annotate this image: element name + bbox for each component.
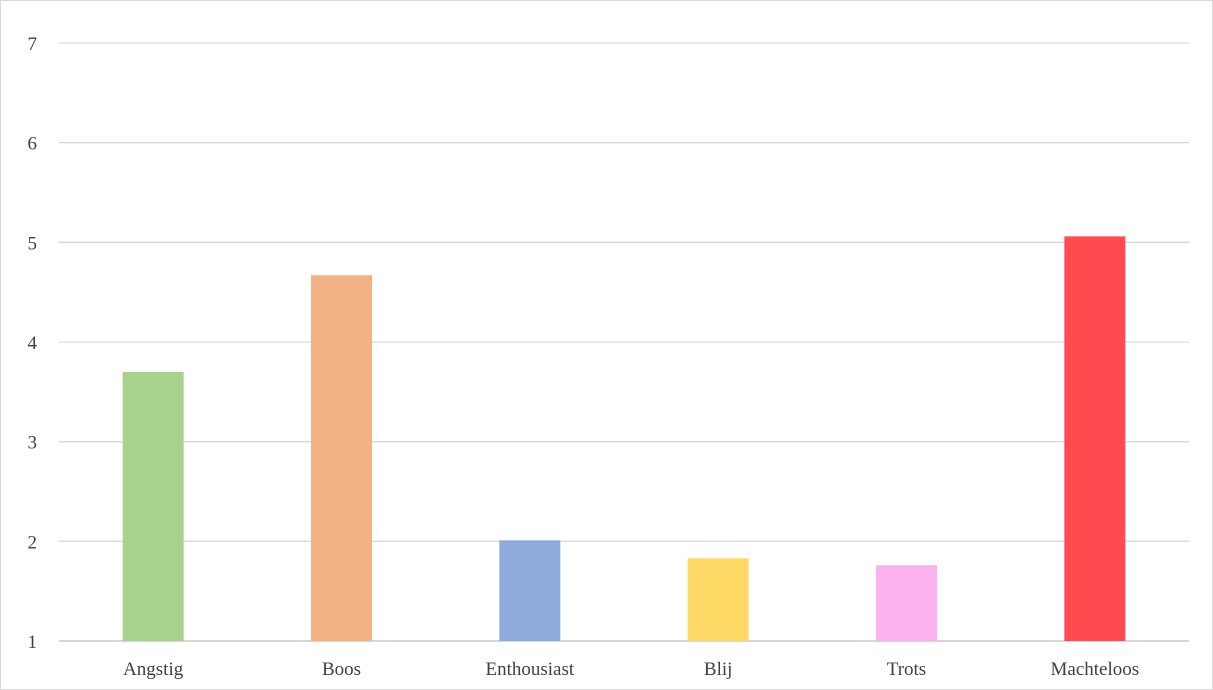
bar-machteloos bbox=[1064, 236, 1126, 641]
bar-enthousiast bbox=[499, 540, 561, 641]
x-category-label-blij: Blij bbox=[704, 659, 733, 680]
x-category-label-enthousiast: Enthousiast bbox=[485, 659, 574, 680]
bar-blij bbox=[687, 558, 749, 641]
y-tick-label-7: 7 bbox=[28, 34, 38, 55]
x-category-label-machteloos: Machteloos bbox=[1051, 659, 1140, 680]
bar-angstig bbox=[122, 371, 184, 641]
bars bbox=[122, 236, 1126, 641]
y-axis-tick-labels: 1 2 3 4 5 6 7 bbox=[28, 34, 38, 653]
x-axis-category-labels: Angstig Boos Enthousiast Blij Trots Machteloo… bbox=[123, 659, 1139, 680]
x-category-label-boos: Boos bbox=[322, 659, 361, 680]
bar-trots bbox=[876, 565, 937, 641]
x-category-label-angstig: Angstig bbox=[123, 659, 184, 680]
gridlines bbox=[59, 42, 1189, 642]
y-tick-label-2: 2 bbox=[28, 532, 38, 553]
y-tick-label-5: 5 bbox=[28, 233, 38, 254]
y-tick-label-6: 6 bbox=[28, 134, 38, 155]
y-tick-label-4: 4 bbox=[28, 333, 38, 354]
x-category-label-trots: Trots bbox=[887, 659, 926, 680]
y-tick-label-1: 1 bbox=[28, 632, 38, 653]
y-tick-label-3: 3 bbox=[28, 433, 38, 454]
bar-boos bbox=[311, 275, 372, 641]
